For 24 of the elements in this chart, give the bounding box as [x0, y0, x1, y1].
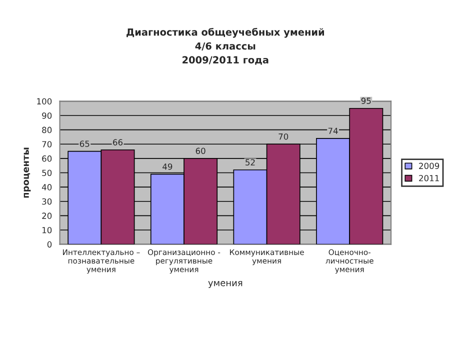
y-tick-label: 0 [47, 241, 52, 248]
x-axis-title: умения [208, 281, 242, 288]
legend-label: 2011 [419, 174, 439, 182]
data-label: 49 [162, 163, 172, 170]
legend-label: 2009 [419, 162, 440, 170]
chart-title: Диагностика общеучебных умений 4/6 классы 2009/2011 года [126, 28, 324, 65]
y-tick-label: 30 [42, 198, 52, 205]
y-tick-label: 50 [42, 170, 52, 176]
y-tick-label: 70 [42, 141, 52, 148]
data-label: 65 [80, 140, 90, 147]
y-tick-label: 80 [42, 126, 52, 134]
y-axis-title: проценты [24, 148, 31, 198]
data-label: 52 [246, 159, 255, 166]
y-tick-label: 100 [37, 98, 52, 104]
y-tick-label: 40 [42, 184, 52, 190]
y-tick-label: 60 [42, 155, 52, 162]
data-label: 70 [278, 133, 288, 140]
data-label: 74 [328, 128, 338, 134]
y-tick-label: 20 [42, 212, 52, 219]
y-tick-label: 10 [42, 226, 52, 234]
data-label: 60 [196, 148, 206, 154]
data-label: 66 [113, 139, 123, 146]
data-label: 95 [361, 98, 371, 104]
y-tick-label: 90 [42, 112, 52, 119]
